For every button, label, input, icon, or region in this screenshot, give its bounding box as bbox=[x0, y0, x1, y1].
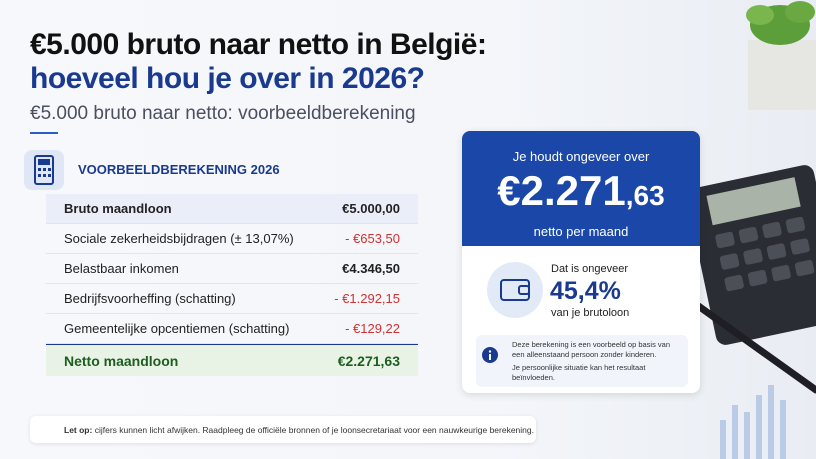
calculator bbox=[686, 165, 816, 345]
row-value: €4.346,50 bbox=[342, 261, 400, 276]
table-row: Netto maandloon €2.271,63 bbox=[46, 344, 418, 376]
plant bbox=[746, 1, 816, 110]
calculator-icon bbox=[24, 150, 64, 190]
footer-label: Let op: bbox=[64, 424, 93, 435]
row-label: Gemeentelijke opcentiemen (schatting) bbox=[64, 321, 290, 336]
amount-decimals: ,63 bbox=[625, 180, 665, 211]
table-heading: VOORBEELDBEREKENING 2026 bbox=[78, 162, 280, 177]
info-box: Deze berekening is een voorbeeld op basi… bbox=[476, 335, 688, 387]
info-text: Deze berekening is een voorbeeld op basi… bbox=[512, 340, 671, 359]
table-row: Gemeentelijke opcentiemen (schatting) - €… bbox=[46, 314, 418, 344]
table-row: Bruto maandloon €5.000,00 bbox=[46, 194, 418, 224]
subtitle: €5.000 bruto naar netto: voorbeeldbereke… bbox=[30, 103, 416, 124]
summary-caption: netto per maand bbox=[533, 224, 629, 239]
row-value: - €1.292,15 bbox=[334, 291, 400, 306]
info-text: Je persoonlijke situatie kan het resulta… bbox=[512, 363, 646, 382]
row-label: Netto maandloon bbox=[64, 352, 179, 369]
percent: 45,4% bbox=[550, 277, 621, 305]
amount: €2.271 bbox=[497, 167, 626, 214]
table-row: Bedrijfsvoorheffing (schatting) - €1.292,… bbox=[46, 284, 418, 314]
row-label: Bedrijfsvoorheffing (schatting) bbox=[64, 291, 236, 306]
summary-amount: €2.271,63 bbox=[462, 168, 700, 224]
row-value: - €653,50 bbox=[345, 231, 400, 246]
paper-chart bbox=[720, 385, 786, 459]
title: hoeveel hou je over in 2026? bbox=[30, 62, 425, 95]
percent-intro: Dat is ongeveer bbox=[551, 263, 629, 275]
summary-intro: Je houdt ongeveer over bbox=[512, 149, 650, 164]
row-label: Sociale zekerheidsbijdragen (± 13,07%) bbox=[64, 231, 294, 246]
row-label: Belastbaar inkomen bbox=[64, 261, 179, 276]
summary-card: Je houdt ongeveer over €2.271,63 netto p… bbox=[462, 131, 700, 393]
row-value: - €129,22 bbox=[345, 321, 400, 336]
summary-header: Je houdt ongeveer over €2.271,63 netto p… bbox=[462, 131, 700, 246]
info-icon bbox=[482, 347, 498, 363]
percent-caption: van je brutoloon bbox=[551, 307, 630, 319]
table-row: Belastbaar inkomen €4.346,50 bbox=[46, 254, 418, 284]
pen bbox=[686, 296, 816, 394]
footer-text: cijfers kunnen licht afwijken. Raadpleeg… bbox=[94, 424, 534, 435]
table-row: Sociale zekerheidsbijdragen (± 13,07%) - … bbox=[46, 224, 418, 254]
row-value: €2.271,63 bbox=[337, 352, 400, 369]
row-value: €5.000,00 bbox=[342, 201, 400, 216]
row-label: Bruto maandloon bbox=[64, 201, 172, 216]
title: €5.000 bruto naar netto in België: bbox=[30, 28, 487, 61]
wallet-icon bbox=[487, 262, 543, 318]
footer-note: Let op: cijfers kunnen licht afwijken. R… bbox=[30, 416, 536, 443]
